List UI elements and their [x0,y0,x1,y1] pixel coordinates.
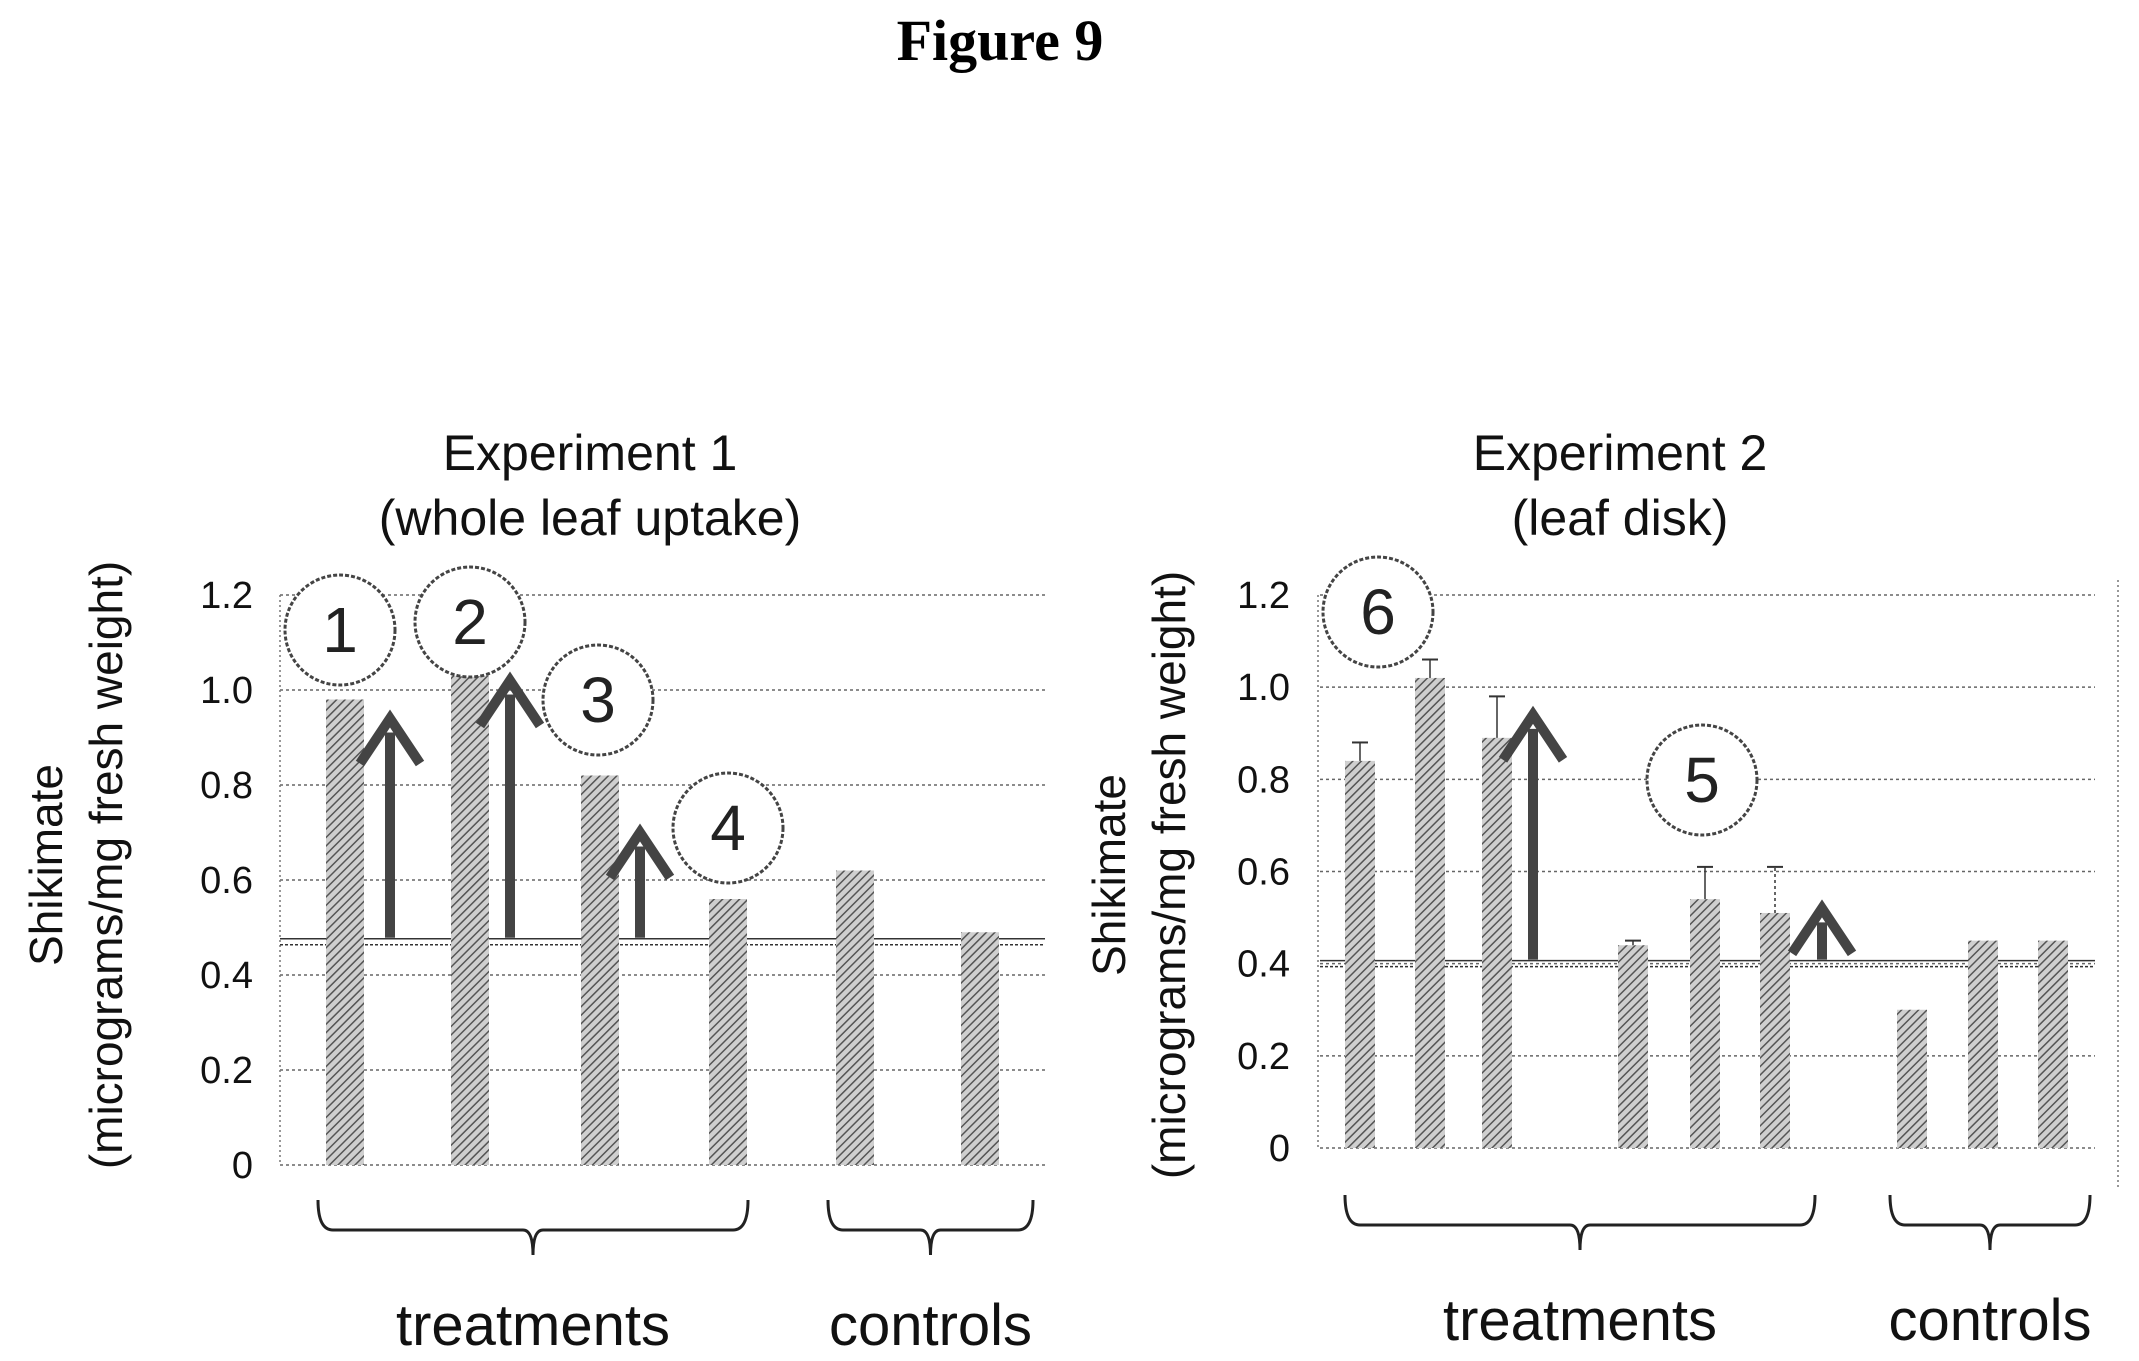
arrow-head [355,709,425,767]
bar [1618,945,1648,1148]
chart-2-title: Experiment 2 [1473,425,1768,481]
y-tick-label: 0.4 [200,955,253,997]
group-brace [316,1199,750,1256]
y-tick-label: 0.8 [1237,759,1290,801]
bar [581,775,619,1165]
callout-circle [413,565,527,679]
y-tick-label: 0.4 [1237,944,1290,986]
arrow-head [605,823,675,881]
chart-1-subtitle: (whole leaf uptake) [379,490,801,546]
chart-2-bars [1345,677,2068,1148]
chart-2-y-ticks: 0 0.2 0.4 0.6 0.8 1.0 1.2 [1237,575,1290,1170]
group-label: treatments [396,1293,670,1358]
group-label: treatments [1443,1288,1717,1353]
chart-2-arrows [1498,705,1857,960]
bar [2038,940,2068,1148]
bar [709,899,747,1165]
chart-1-arrows [355,671,675,938]
y-tick-label: 1.0 [200,670,253,712]
callout-number: 6 [1360,576,1396,648]
y-tick-label: 0 [1269,1128,1290,1170]
chart-1-grid [279,594,1045,1166]
callout-circle [1321,555,1435,669]
chart-1-bars [326,675,999,1165]
chart-1-ylabel: Shikimate [20,764,72,966]
callout-number: 1 [322,594,358,666]
chart-experiment-2: Experiment 2 (leaf disk) Shikimate (micr… [1083,425,2119,1353]
arrow-head [1787,899,1857,957]
chart-2-ylabel: Shikimate [1083,774,1135,976]
bar [326,699,364,1165]
group-label: controls [1888,1288,2091,1353]
bar [1482,737,1512,1148]
bar [1690,899,1720,1148]
chart-2-callouts: 65 [1321,555,1759,837]
callout-number: 3 [580,664,616,736]
bar [1760,912,1790,1148]
chart-2-ylabel-units: (micrograms/mg fresh weight) [1143,571,1195,1179]
bar [451,675,489,1165]
y-tick-label: 1.2 [200,575,253,617]
chart-1-groups: treatments controls [316,1199,1035,1358]
bar [1897,1009,1927,1148]
group-brace [1343,1194,1817,1251]
figure-title: Figure 9 [897,8,1104,73]
bar [1345,760,1375,1148]
chart-1-callouts: 1 2 3 4 [283,565,785,885]
y-tick-label: 0.8 [200,765,253,807]
chart-1-ylabel-units: (micrograms/mg fresh weight) [80,561,132,1169]
y-tick-label: 0.2 [1237,1036,1290,1078]
y-tick-label: 1.2 [1237,575,1290,617]
callout-circle [1645,723,1759,837]
bar [836,870,874,1165]
y-tick-label: 0.6 [1237,852,1290,894]
y-tick-label: 0 [232,1145,253,1187]
chart-experiment-1: Experiment 1 (whole leaf uptake) Shikima… [20,425,1045,1358]
chart-1-y-ticks: 0 0.2 0.4 0.6 0.8 1.0 1.2 [200,575,253,1187]
callout-number: 5 [1684,744,1720,816]
group-label: controls [829,1293,1032,1358]
callout-circle [671,771,785,885]
bar [1968,940,1998,1148]
callout-circle [541,643,655,757]
chart-2-error-bars [1352,658,1783,946]
bar [1415,677,1445,1148]
y-tick-label: 1.0 [1237,667,1290,709]
y-tick-label: 0.2 [200,1050,253,1092]
bar [961,932,999,1165]
chart-2-groups: treatments controls [1343,1194,2092,1353]
group-brace [1888,1194,2092,1251]
arrow-head [475,671,545,729]
callout-number: 2 [452,586,488,658]
group-brace [826,1199,1035,1256]
callout-circle [283,573,397,687]
y-tick-label: 0.6 [200,860,253,902]
callout-number: 4 [710,792,746,864]
chart-1-title: Experiment 1 [443,425,738,481]
arrow-head [1498,705,1568,763]
chart-2-subtitle: (leaf disk) [1512,490,1729,546]
